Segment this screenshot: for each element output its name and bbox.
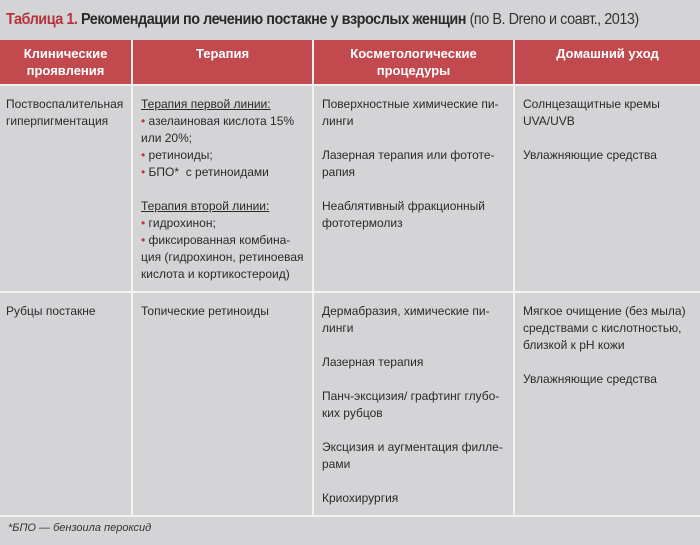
procedure-item: Эксцизия и аугментация филле- рами (322, 440, 503, 471)
cell-procedures: Дермабразия, химические пи- линги Лазерна… (312, 292, 514, 517)
header-home-care: Домашний уход (513, 40, 700, 86)
procedure-item: Неаблятивный фракционный фототермолиз (322, 199, 486, 230)
table-row: Рубцы постакне Топические ретиноиды Дерм… (0, 292, 700, 517)
procedure-item: Поверхностные химические пи- линги (322, 97, 499, 128)
table-title: Таблица 1. Рекомендации по лечению поста… (6, 11, 639, 29)
home-care-item: Увлажняющие средства (523, 148, 657, 162)
bullet-icon: • (141, 216, 146, 230)
recommendations-table: Клинические проявления Терапия Косметоло… (0, 40, 700, 517)
header-clinical: Клинические проявления (0, 40, 132, 86)
home-care-item: Солнцезащитные кремы UVA/UVB (523, 97, 660, 128)
bullet-icon: • (141, 165, 146, 179)
list-item: фиксированная комбина- ция (гидрохинон, … (141, 233, 304, 281)
header-row: Клинические проявления Терапия Косметоло… (0, 40, 700, 86)
header-therapy: Терапия (131, 40, 313, 86)
table-title-text: Рекомендации по лечению постакне у взрос… (77, 11, 467, 28)
home-care-item: Мягкое очищение (без мыла) средствами с … (523, 304, 686, 352)
list-item: БПО* с ретиноидами (148, 165, 269, 179)
cell-therapy: Топические ретиноиды (131, 292, 313, 517)
procedure-item: Дермабразия, химические пи- линги (322, 304, 490, 335)
list-item: гидрохинон; (148, 216, 216, 230)
procedure-item: Лазерная терапия или фототе- рапия (322, 148, 495, 179)
footnote: *БПО — бензоила пероксид (8, 522, 152, 534)
bullet-icon: • (141, 114, 146, 128)
cell-home-care: Солнцезащитные кремы UVA/UVB Увлажняющие … (513, 85, 700, 293)
cell-therapy: Терапия первой линии: • азелаиновая кисло… (131, 85, 313, 293)
therapy-first-title: Терапия первой линии: (141, 97, 271, 111)
table-row: Поствоспалительная гиперпигментация Тера… (0, 85, 700, 293)
table-number: Таблица 1. (6, 11, 78, 28)
cell-clinical: Поствоспалительная гиперпигментация (0, 85, 132, 293)
cell-procedures: Поверхностные химические пи- линги Лазерн… (312, 85, 514, 293)
cell-clinical: Рубцы постакне (0, 292, 132, 517)
procedure-item: Криохирургия (322, 491, 399, 505)
bullet-icon: • (141, 148, 146, 162)
list-item: ретиноиды; (148, 148, 213, 162)
header-procedures: Косметологические процедуры (312, 40, 514, 86)
bullet-icon: • (141, 233, 146, 247)
home-care-item: Увлажняющие средства (523, 372, 657, 386)
procedure-item: Панч-эксцизия/ графтинг глубо- ких рубцо… (322, 389, 500, 420)
cell-home-care: Мягкое очищение (без мыла) средствами с … (513, 292, 700, 517)
list-item: азелаиновая кислота 15% или 20%; (141, 114, 295, 145)
table-source: (по B. Dreno и соавт., 2013) (466, 11, 640, 28)
procedure-item: Лазерная терапия (322, 355, 424, 369)
therapy-second-title: Терапия второй линии: (141, 199, 270, 213)
